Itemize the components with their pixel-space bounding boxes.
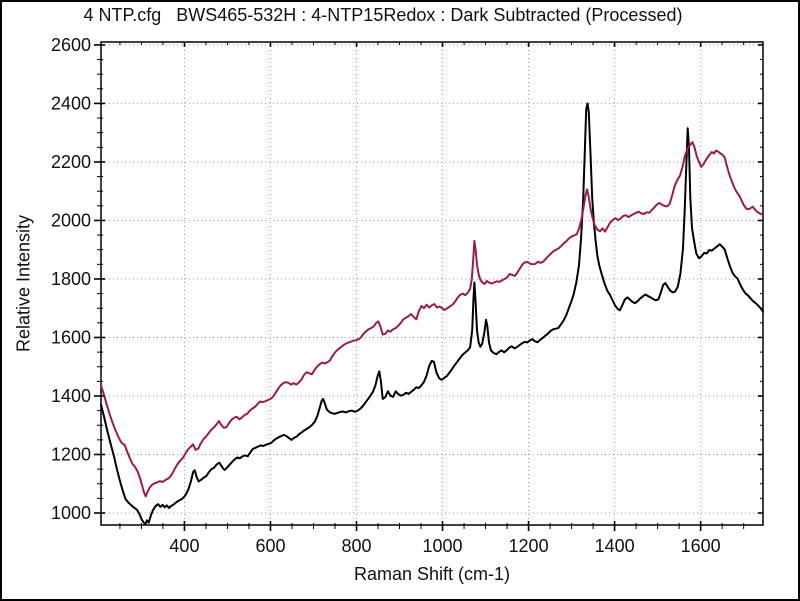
y-tick-label: 2400	[51, 93, 91, 113]
x-axis-title: Raman Shift (cm-1)	[353, 564, 511, 584]
x-tick-label: 800	[341, 536, 371, 556]
series-path-maroon-spectrum	[100, 141, 764, 498]
y-axis-title: Relative Intensity	[13, 214, 34, 353]
y-tick-label: 2600	[51, 35, 91, 55]
y-tick-label: 1200	[51, 444, 91, 464]
y-tick-label: 1600	[51, 327, 91, 347]
y-tick-label: 1800	[51, 269, 91, 289]
plot-border	[100, 41, 764, 526]
series-path-black-spectrum	[100, 102, 764, 526]
y-tick-label: 1000	[51, 503, 91, 523]
y-tick-label: 2200	[51, 152, 91, 172]
x-tick-label: 400	[169, 536, 199, 556]
chart-title: 4 NTP.cfg BWS465-532H : 4-NTP15Redox : D…	[83, 5, 683, 25]
x-tick-label: 1600	[681, 536, 721, 556]
x-tick-label: 1400	[595, 536, 635, 556]
x-tick-label: 1000	[423, 536, 463, 556]
y-tick-label: 1400	[51, 386, 91, 406]
x-tick-label: 600	[255, 536, 285, 556]
x-tick-label: 1200	[509, 536, 549, 556]
y-tick-label: 2000	[51, 210, 91, 230]
